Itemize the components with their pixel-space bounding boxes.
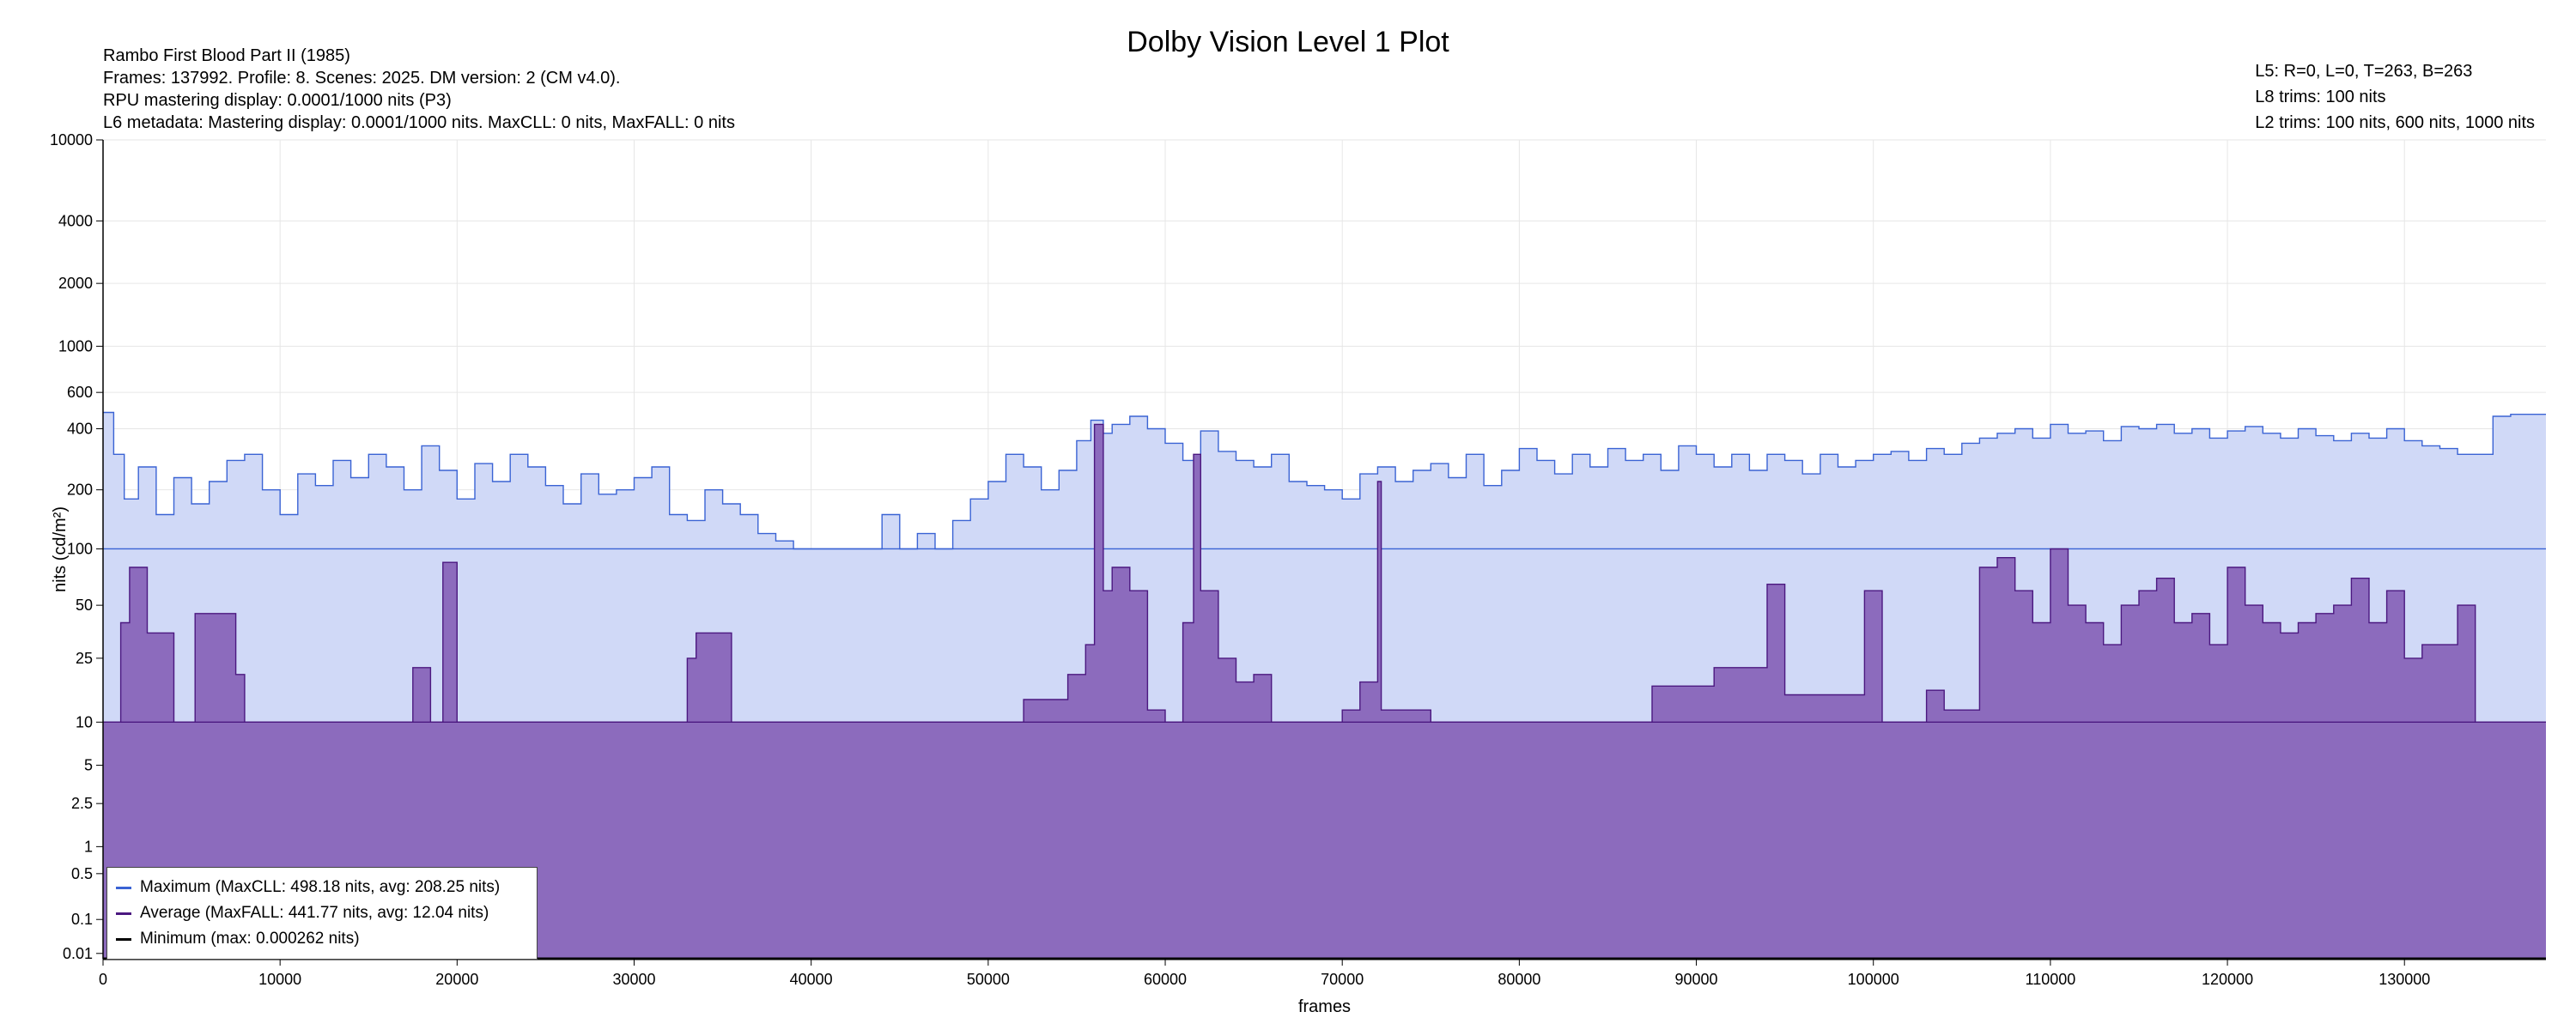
metadata-left: Rambo First Blood Part II (1985) Frames:… [103,45,735,134]
x-axis-label: frames [1298,997,1351,1016]
x-tick-label: 130000 [2379,971,2430,988]
tick-labels: 0 10000 20000 30000 40000 50000 60000 70000 8000… [50,131,2430,988]
legend-label-maximum: Maximum (MaxCLL: 498.18 nits, avg: 208.2… [140,878,501,896]
y-tick-label: 10000 [50,131,93,148]
y-tick-label: 25 [76,650,93,667]
series-maximum-line [103,411,2546,550]
y-tick-label: 2.5 [71,795,93,812]
movie-title: Rambo First Blood Part II (1985) [103,46,350,65]
y-tick-label: 2000 [58,275,93,292]
x-tick-label: 0 [99,971,107,988]
x-tick-label: 40000 [790,971,833,988]
y-axis-label: nits (cd/m²) [51,506,70,592]
y-tick-label: 200 [67,482,93,499]
y-tick-label: 0.1 [71,911,93,928]
chart-title: Dolby Vision Level 1 Plot [1127,26,1449,58]
legend-item-maximum: Maximum (MaxCLL: 498.18 nits, avg: 208.2… [116,875,528,900]
l2-trims: L2 trims: 100 nits, 600 nits, 1000 nits [2255,113,2535,132]
y-tick-label: 0.01 [63,945,93,962]
x-tick-label: 100000 [1848,971,1899,988]
metadata-right: L5: R=0, L=0, T=263, B=263 L8 trims: 100… [2255,58,2535,136]
l5-info: L5: R=0, L=0, T=263, B=263 [2255,62,2473,81]
series-average-line [103,423,2546,723]
legend-item-average: Average (MaxFALL: 441.77 nits, avg: 12.0… [116,900,528,926]
x-tick-label: 70000 [1321,971,1364,988]
x-tick-label: 90000 [1675,971,1718,988]
legend-label-minimum: Minimum (max: 0.000262 nits) [140,930,360,948]
y-tick-label: 50 [76,597,93,614]
y-tick-label: 400 [67,421,93,438]
legend: Maximum (MaxCLL: 498.18 nits, avg: 208.2… [106,867,538,960]
rpu-mastering-display: RPU mastering display: 0.0001/1000 nits … [103,91,452,110]
x-tick-label: 120000 [2202,971,2253,988]
x-tick-label: 30000 [612,971,655,988]
l6-metadata: L6 metadata: Mastering display: 0.0001/1… [103,113,735,132]
y-tick-label: 100 [67,540,93,557]
legend-swatch-minimum [116,937,131,941]
frames-info: Frames: 137992. Profile: 8. Scenes: 2025… [103,69,621,88]
y-tick-label: 10 [76,713,93,730]
y-tick-label: 0.5 [71,865,93,882]
y-tick-label: 1 [84,838,93,855]
y-tick-label: 5 [84,757,93,774]
l8-trims: L8 trims: 100 nits [2255,88,2386,106]
x-tick-label: 50000 [967,971,1010,988]
x-tick-label: 80000 [1498,971,1540,988]
y-tick-label: 4000 [58,212,93,229]
y-tick-label: 600 [67,384,93,401]
legend-swatch-average [116,912,131,915]
x-tick-label: 110000 [2026,971,2076,988]
series-average-area [103,424,2546,959]
x-tick-label: 60000 [1144,971,1187,988]
legend-item-minimum: Minimum (max: 0.000262 nits) [116,926,528,952]
legend-swatch-maximum [116,886,131,889]
y-tick-label: 1000 [58,337,93,354]
x-tick-label: 10000 [258,971,301,988]
x-tick-label: 20000 [435,971,478,988]
legend-label-average: Average (MaxFALL: 441.77 nits, avg: 12.0… [140,904,489,922]
